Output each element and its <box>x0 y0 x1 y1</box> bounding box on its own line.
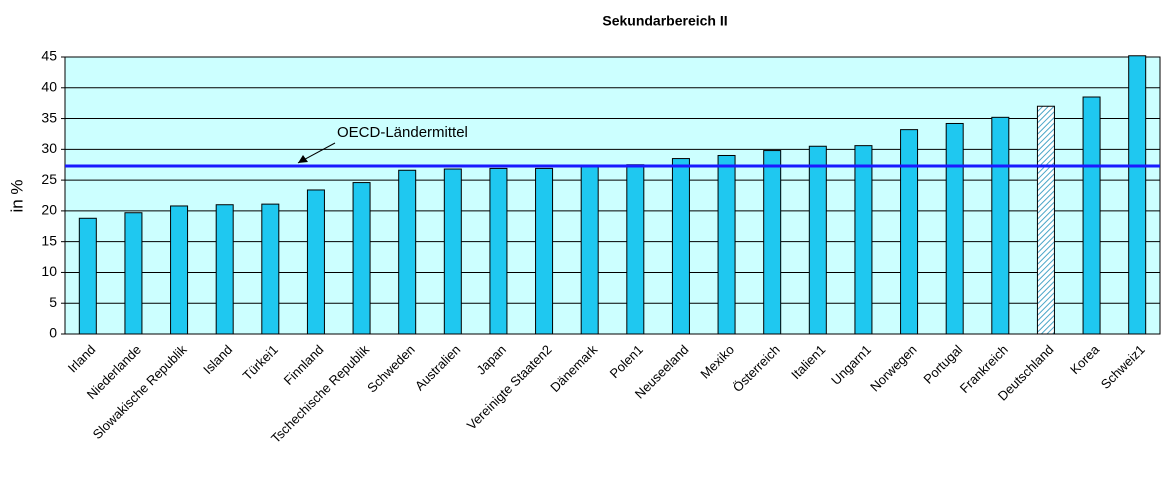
x-tick-label: Finnland <box>281 342 327 388</box>
bar <box>124 212 143 335</box>
bar <box>900 129 919 335</box>
y-tick-label: 45 <box>41 48 57 64</box>
x-tick-label: Mexiko <box>697 342 737 382</box>
bar <box>991 116 1010 335</box>
bar <box>945 122 964 335</box>
bar <box>443 168 462 335</box>
x-tick-label: Schweiz1 <box>1098 342 1148 392</box>
bar <box>78 217 97 335</box>
x-tick-label: Portugal <box>920 342 965 387</box>
x-tick-label: Polen1 <box>607 342 646 381</box>
x-tick-label: Korea <box>1067 341 1103 377</box>
bar <box>763 150 782 335</box>
bar <box>170 205 189 335</box>
bar <box>671 158 690 335</box>
y-tick-label: 10 <box>41 263 57 279</box>
bar <box>626 164 645 335</box>
plot-area <box>64 56 1161 335</box>
arrow-head <box>298 154 308 163</box>
x-tick-label: Island <box>200 342 235 377</box>
bar <box>489 167 508 335</box>
x-tick-label: Ungarn1 <box>828 342 874 388</box>
y-tick-label: 0 <box>49 325 57 341</box>
bar <box>854 145 873 335</box>
bar <box>352 182 371 335</box>
y-tick-label: 5 <box>49 294 57 310</box>
x-tick-label: Schweden <box>364 342 418 396</box>
x-tick-label: Irland <box>65 342 99 376</box>
bar <box>215 204 234 335</box>
bar <box>1128 55 1147 335</box>
x-tick-label: Italien1 <box>788 342 828 382</box>
bar <box>580 165 599 335</box>
bar <box>261 203 280 335</box>
y-tick-label: 20 <box>41 202 57 218</box>
x-tick-label: Türkei1 <box>240 342 281 383</box>
x-tick-label: Dänemark <box>547 342 600 395</box>
y-axis-label: in % <box>7 179 26 212</box>
bar <box>306 189 325 335</box>
bar <box>535 167 554 335</box>
x-tick-label: Österreich <box>730 342 783 395</box>
chart-title: Sekundarbereich II <box>602 13 727 29</box>
x-tick-label: Australien <box>412 342 463 393</box>
x-tick-label: Vereinigte Staaten2 <box>464 342 555 433</box>
bar <box>1082 96 1101 335</box>
bar <box>1036 105 1055 335</box>
x-tick-label: Japan <box>473 342 509 378</box>
y-tick-label: 30 <box>41 140 57 156</box>
bar <box>398 169 417 335</box>
y-tick-label: 15 <box>41 232 57 248</box>
bar <box>808 145 827 335</box>
y-tick-label: 35 <box>41 109 57 125</box>
reference-label: OECD-Ländermittel <box>337 124 468 141</box>
bar <box>717 154 736 335</box>
x-tick-label: Norwegen <box>867 342 920 395</box>
y-tick-label: 40 <box>41 78 57 94</box>
y-tick-label: 25 <box>41 171 57 187</box>
